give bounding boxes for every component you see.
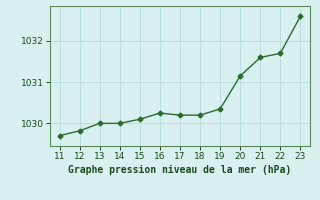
X-axis label: Graphe pression niveau de la mer (hPa): Graphe pression niveau de la mer (hPa) [68, 165, 292, 175]
